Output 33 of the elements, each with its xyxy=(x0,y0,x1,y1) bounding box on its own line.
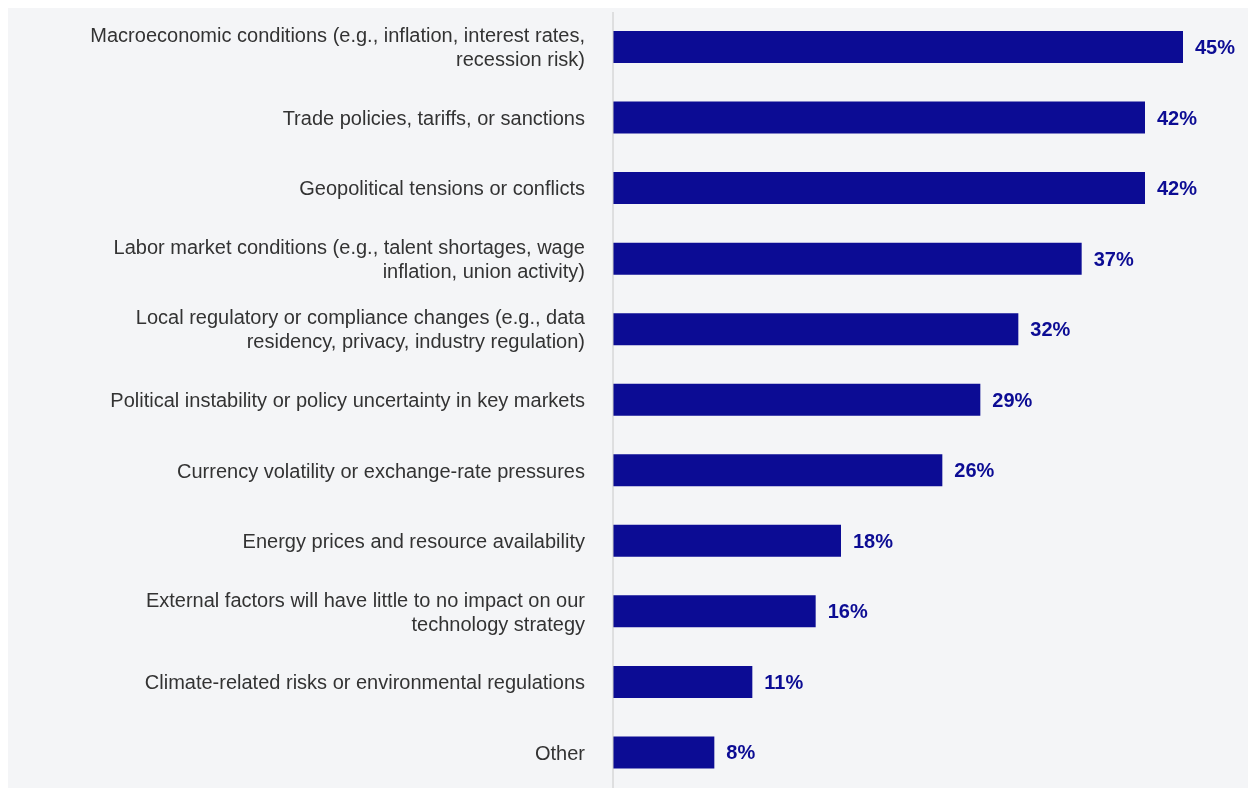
bar xyxy=(613,242,1082,275)
data-label: 18% xyxy=(853,529,894,552)
bar xyxy=(613,101,1145,134)
y-tick-label: Macroeconomic conditions (e.g., inflation, interest rates, recession risk) xyxy=(90,24,585,71)
data-label: 8% xyxy=(726,741,756,764)
data-label: 45% xyxy=(1195,36,1236,58)
y-tick-label: Labor market conditions (e.g., talent shortages, wage inflation, union activity) xyxy=(113,235,585,282)
bar xyxy=(613,313,1019,346)
bar xyxy=(613,383,981,416)
y-tick-label: Climate-related risks or environmental regulations xyxy=(144,671,585,694)
data-label: 26% xyxy=(954,459,995,482)
data-label: 32% xyxy=(1030,318,1071,341)
bar xyxy=(613,31,1183,63)
y-tick-label: Energy prices and resource availability xyxy=(242,530,585,553)
bar xyxy=(613,454,943,487)
bar xyxy=(613,665,753,698)
bar xyxy=(613,524,841,557)
y-tick-label: Trade policies, tariffs, or sanctions xyxy=(282,106,585,129)
y-tick-label: Political instability or policy uncertainty in key markets xyxy=(110,389,585,411)
bar xyxy=(613,595,816,628)
y-tick-label: Geopolitical tensions or conflicts xyxy=(299,177,585,200)
y-tick-label: Local regulatory or compliance changes (e.g., data residency, privacy, industry regulation) xyxy=(135,306,586,353)
y-tick-label: Currency volatility or exchange-rate pressures xyxy=(177,459,585,482)
data-label: 42% xyxy=(1157,177,1198,200)
y-tick-label: External factors will have little to no impact on our technology strategy xyxy=(145,588,586,635)
data-label: 42% xyxy=(1157,106,1198,129)
data-label: 16% xyxy=(827,600,868,623)
data-label: 37% xyxy=(1093,247,1134,270)
bar xyxy=(613,736,715,769)
bar xyxy=(613,172,1145,205)
data-label: 11% xyxy=(764,670,804,693)
y-tick-label: Other xyxy=(534,741,586,764)
data-label: 29% xyxy=(992,388,1033,411)
